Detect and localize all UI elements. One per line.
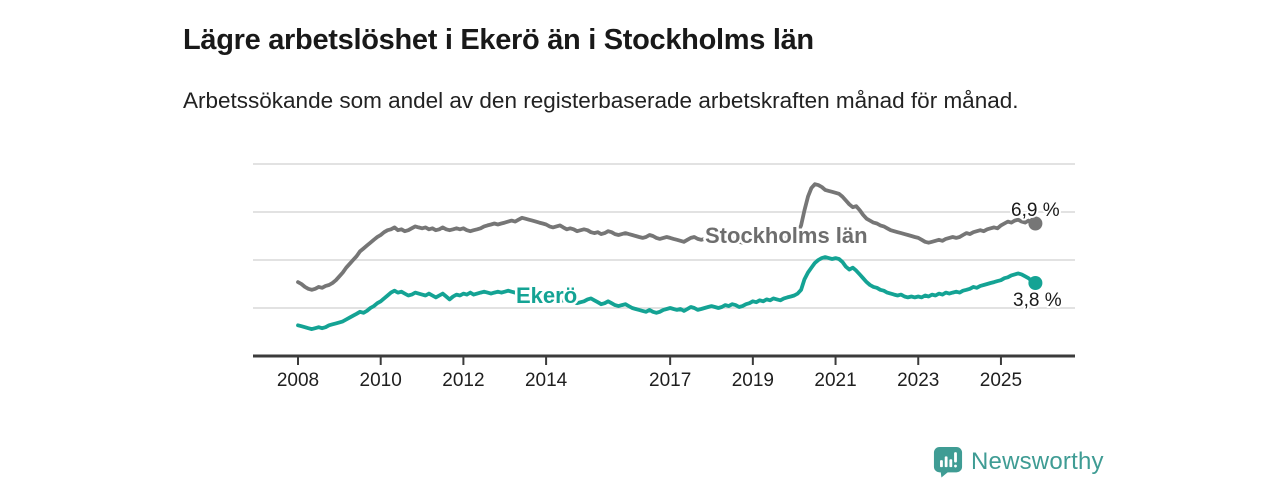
series-label-stockholms-lan: Stockholms län (705, 223, 868, 248)
x-tick-label: 2019 (732, 370, 774, 391)
series-layer (296, 182, 1043, 332)
x-tick-label: 2014 (525, 370, 568, 391)
series-label-ekero: Ekerö (516, 283, 577, 308)
chart-subtitle: Arbetssökande som andel av den registerb… (183, 87, 1019, 113)
x-tick-label: 2017 (649, 370, 691, 391)
x-tick-label: 2025 (980, 370, 1022, 391)
end-value-label-ekero: 3,8 % (1013, 290, 1062, 311)
series-line (296, 182, 1038, 292)
axis-layer: 2008 2010 2012 2014 2017 2019 2021 2023 2025 (253, 354, 1075, 391)
x-tick-label: 2023 (897, 370, 939, 391)
x-tick-label: 2008 (277, 370, 319, 391)
bar-chart-speech-bubble-icon (933, 447, 963, 478)
series-end-dot (1028, 276, 1043, 290)
x-tick-label: 2012 (442, 370, 484, 391)
end-value-label-stockholms-lan: 6,9 % (1011, 200, 1060, 221)
grid-layer: 0 %2,5 %5 %7,5 %10 % (0, 155, 1075, 368)
newsworthy-attribution: Newsworthy (933, 446, 1104, 478)
x-tick-label: 2021 (814, 370, 856, 391)
brand-name: Newsworthy (971, 448, 1104, 475)
series-line (296, 255, 1038, 332)
series-end-dot (1028, 216, 1043, 231)
page-title: Lägre arbetslöshet i Ekerö än i Stockhol… (183, 24, 814, 57)
x-tick-label: 2010 (360, 370, 402, 391)
